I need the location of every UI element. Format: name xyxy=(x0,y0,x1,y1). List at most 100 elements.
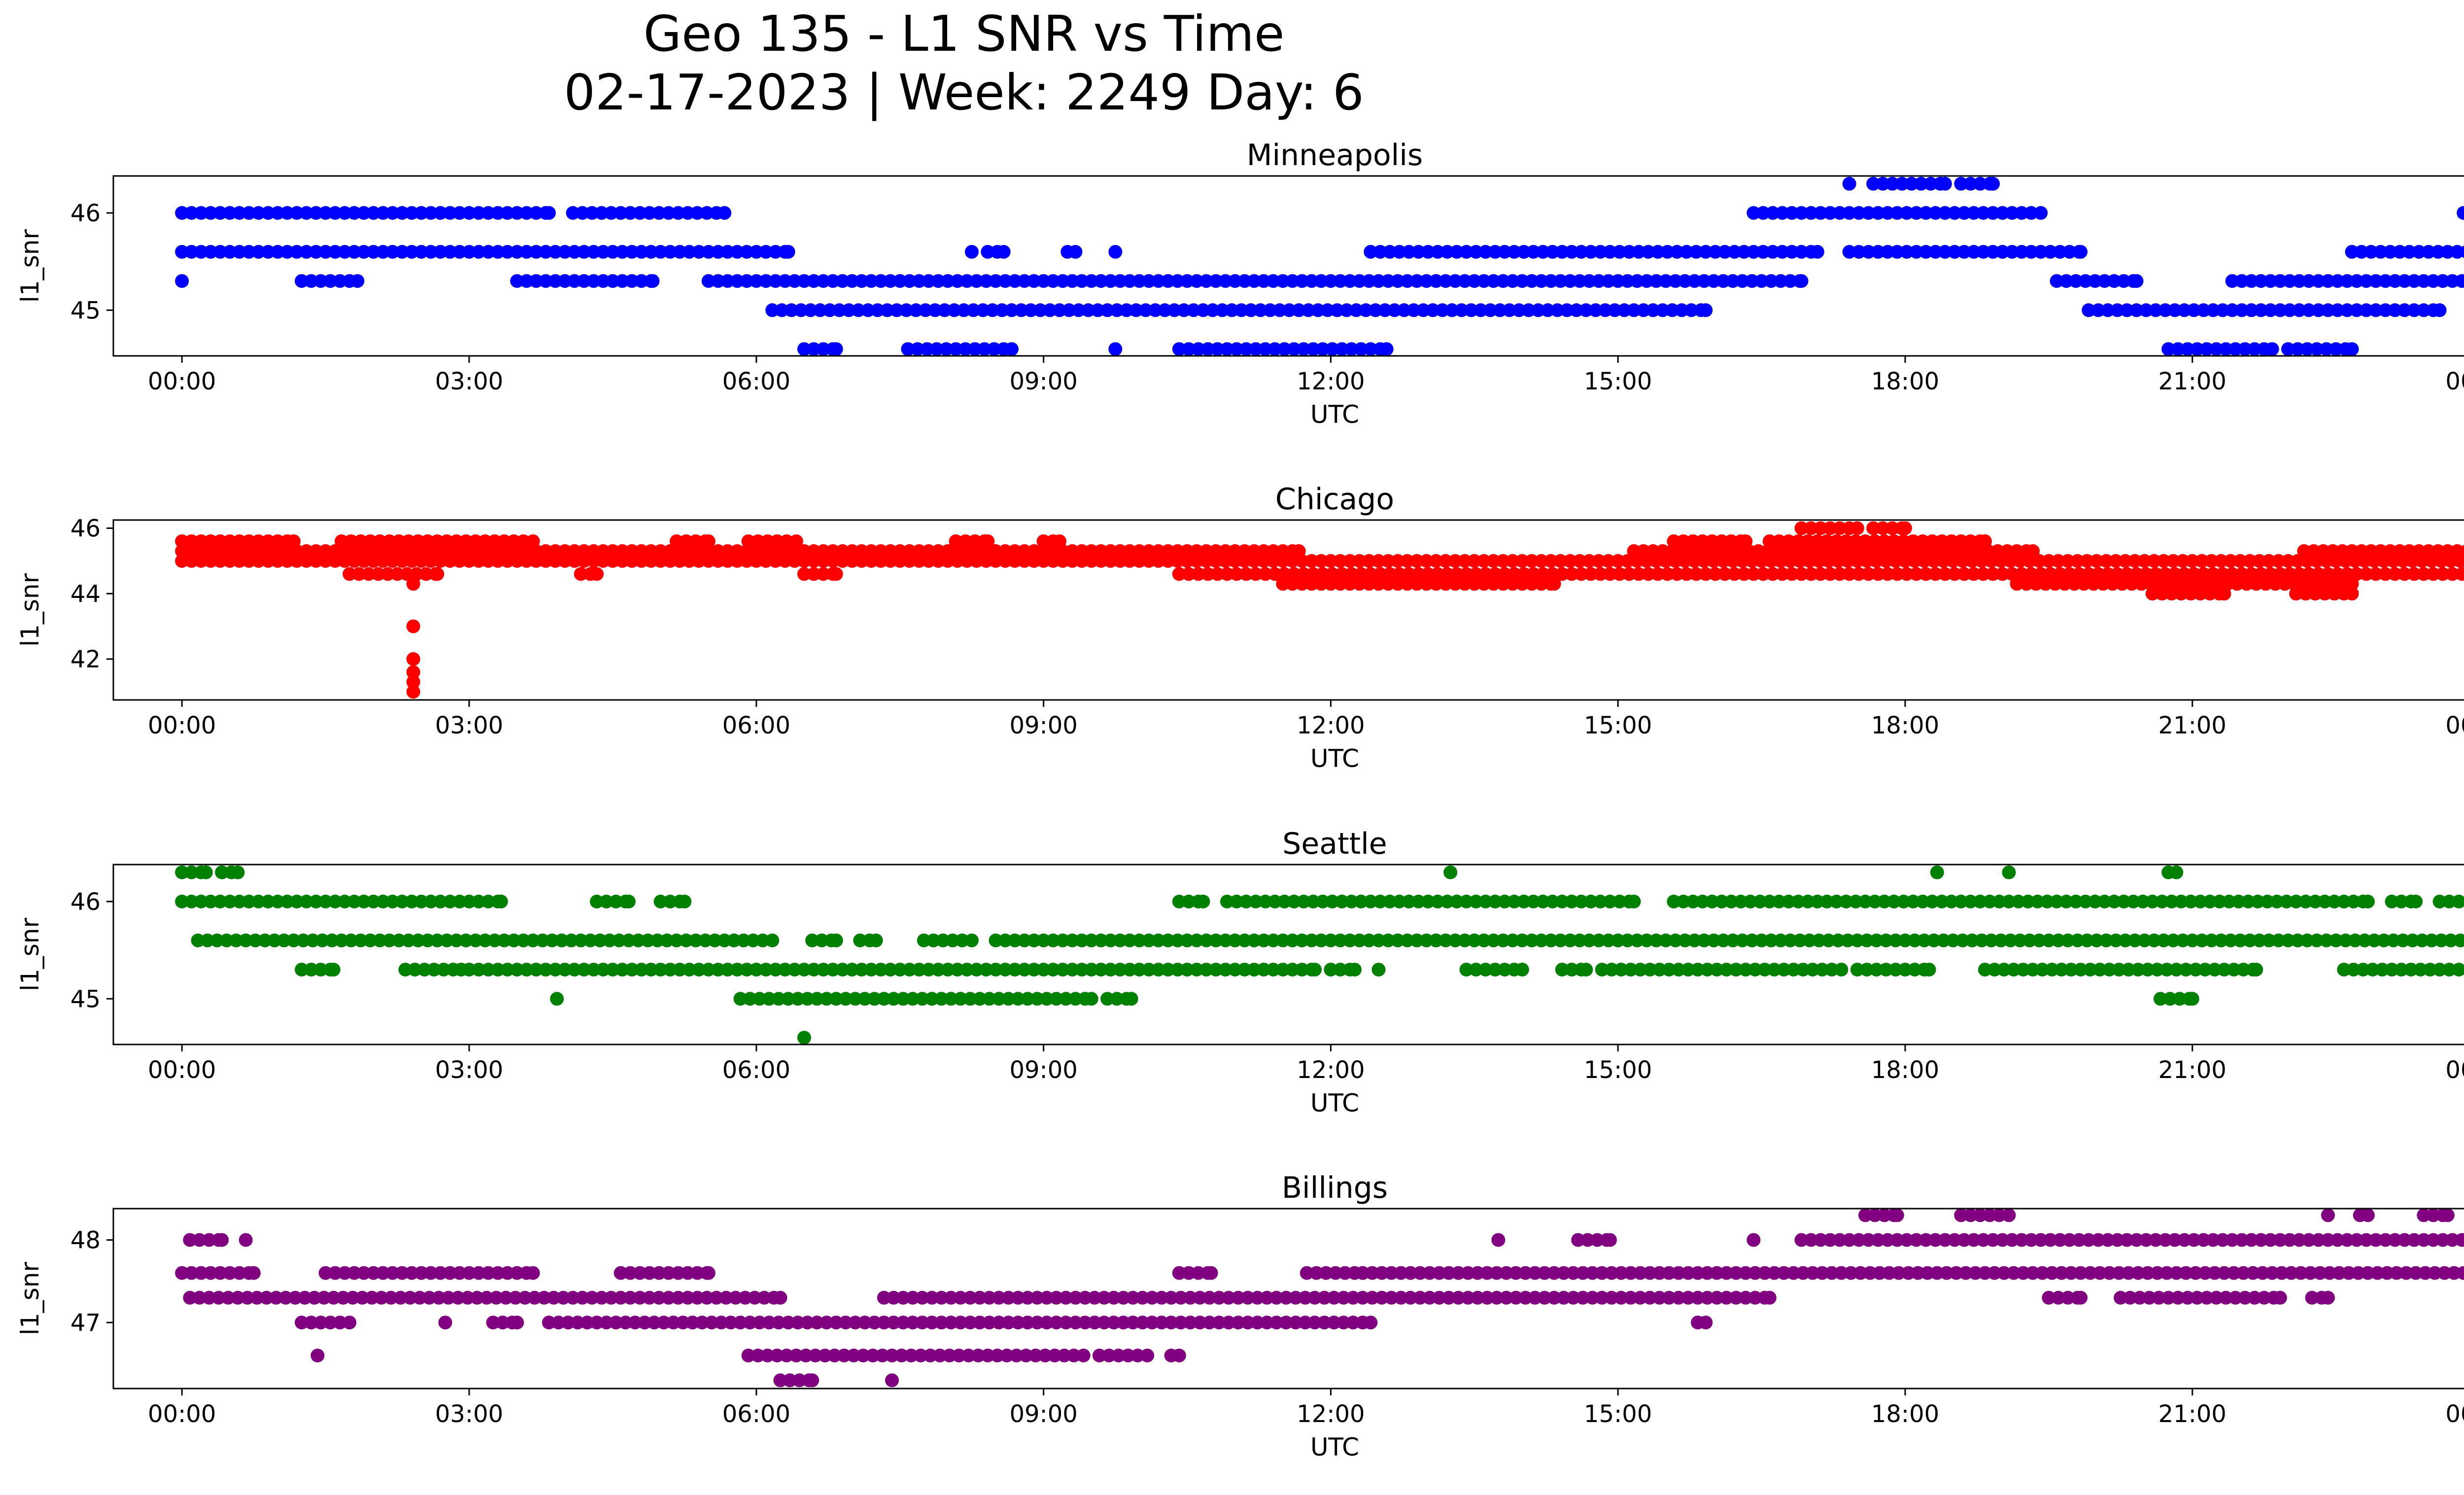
data-point xyxy=(1170,544,1185,558)
data-point xyxy=(902,963,917,977)
data-point xyxy=(2327,895,2341,908)
data-point xyxy=(682,963,696,977)
data-point xyxy=(606,554,620,568)
data-point xyxy=(681,1290,695,1305)
data-point xyxy=(1268,342,1282,356)
data-point xyxy=(2013,933,2027,947)
data-point xyxy=(1129,303,1143,317)
data-point xyxy=(2131,1266,2145,1280)
data-point xyxy=(175,274,189,288)
data-point xyxy=(955,933,969,947)
data-point xyxy=(2043,1233,2057,1247)
data-point xyxy=(2359,303,2373,317)
data-point xyxy=(405,244,419,259)
data-point xyxy=(449,933,464,947)
data-point xyxy=(204,895,218,908)
data-point xyxy=(1056,544,1070,558)
data-point xyxy=(1968,1266,1983,1280)
data-point xyxy=(855,274,869,288)
data-point xyxy=(2189,963,2203,977)
data-point xyxy=(561,1316,575,1330)
data-point xyxy=(290,244,304,259)
data-point xyxy=(650,933,665,947)
data-point xyxy=(2461,896,2464,907)
data-point xyxy=(550,992,564,1006)
data-point xyxy=(1392,244,1406,259)
data-point xyxy=(318,544,333,558)
data-point xyxy=(1402,244,1416,259)
data-point xyxy=(842,303,856,317)
data-point xyxy=(1938,176,1952,191)
data-point xyxy=(451,1290,465,1305)
data-point xyxy=(2050,895,2064,908)
data-point xyxy=(232,895,246,908)
data-point xyxy=(1603,244,1617,259)
data-point xyxy=(805,1373,820,1388)
data-point xyxy=(1756,567,1770,581)
data-point xyxy=(1230,342,1244,356)
data-point xyxy=(1180,933,1194,947)
data-point xyxy=(797,342,811,356)
data-point xyxy=(998,274,1012,288)
data-point xyxy=(1253,303,1267,317)
data-point xyxy=(977,342,992,356)
data-point xyxy=(979,554,993,568)
data-point xyxy=(1649,933,1663,947)
data-point xyxy=(1823,567,1837,581)
data-point xyxy=(1212,1290,1226,1305)
data-point xyxy=(960,274,974,288)
data-point xyxy=(1172,567,1186,581)
data-point xyxy=(2160,1266,2174,1280)
data-point xyxy=(1936,933,1951,947)
data-point xyxy=(1748,963,1762,977)
data-point xyxy=(318,244,333,259)
data-point xyxy=(1641,567,1655,581)
data-point xyxy=(1411,895,1426,908)
data-point xyxy=(1963,176,1978,191)
data-point xyxy=(2388,1233,2402,1247)
data-point xyxy=(309,244,323,259)
data-point xyxy=(1040,1316,1054,1330)
data-point xyxy=(720,963,735,977)
data-point xyxy=(2407,274,2421,288)
data-point xyxy=(1142,544,1156,558)
data-point xyxy=(2141,963,2155,977)
data-point xyxy=(989,274,1003,288)
data-point xyxy=(1017,544,1031,558)
data-point xyxy=(749,544,763,558)
data-point xyxy=(2010,577,2024,591)
data-point xyxy=(1659,274,1673,288)
data-point xyxy=(2115,577,2129,591)
data-point xyxy=(472,1266,486,1280)
data-point xyxy=(1775,567,1789,581)
data-point xyxy=(2292,274,2306,288)
data-point xyxy=(309,554,323,568)
data-point xyxy=(586,554,601,568)
data-point xyxy=(768,554,783,568)
data-point xyxy=(1538,1290,1552,1305)
data-point xyxy=(1930,1266,1944,1280)
data-point xyxy=(2348,554,2362,568)
data-point xyxy=(1027,963,1041,977)
data-point xyxy=(1814,206,1828,220)
data-point xyxy=(1781,895,1796,908)
data-point xyxy=(1333,963,1347,977)
data-point xyxy=(1130,1349,1145,1362)
data-point xyxy=(1349,303,1364,317)
data-point xyxy=(1091,303,1105,317)
data-point xyxy=(2355,244,2368,259)
data-point xyxy=(586,544,601,558)
data-point xyxy=(2015,244,2029,259)
data-point xyxy=(1269,1290,1284,1305)
data-point xyxy=(1627,895,1641,908)
data-point xyxy=(797,274,811,288)
data-point xyxy=(1699,567,1713,581)
data-point xyxy=(1021,1290,1035,1305)
data-point xyxy=(661,1266,676,1280)
data-point xyxy=(1668,554,1682,568)
data-point xyxy=(599,1316,614,1330)
scatter-points xyxy=(175,521,2464,699)
data-point xyxy=(1620,554,1635,568)
data-point xyxy=(519,244,534,259)
data-point xyxy=(2346,895,2361,908)
